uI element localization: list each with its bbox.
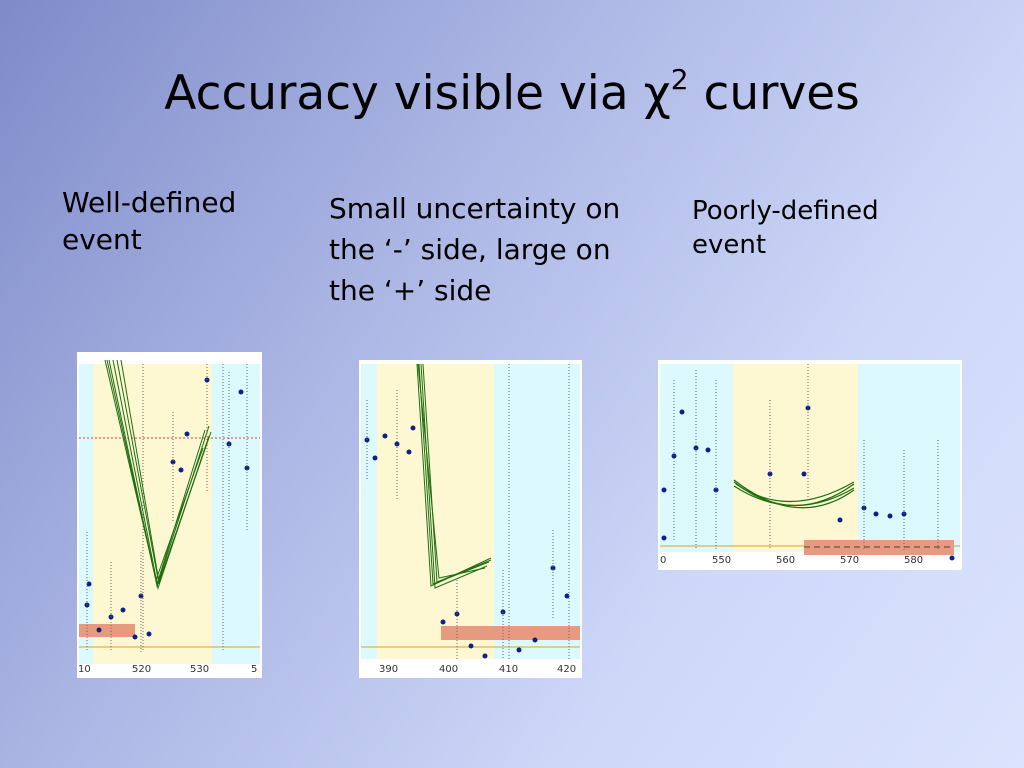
data-points (661, 405, 955, 561)
error-bars (86, 364, 248, 652)
tick-label: 410 (499, 664, 518, 675)
chi2-curves (416, 363, 492, 589)
title-text-after: curves (688, 66, 860, 121)
error-bars (673, 364, 939, 550)
region (377, 364, 494, 659)
error-bars (366, 364, 570, 659)
tick-label: 400 (439, 664, 458, 675)
caption: Well-defined event (62, 186, 237, 256)
region (733, 364, 858, 552)
slide-title: Accuracy visible via χ2 curves (0, 63, 1024, 122)
tick-label: 5 (251, 664, 257, 675)
tick-label: 530 (190, 664, 209, 675)
tick-label: 520 (132, 664, 151, 675)
region (79, 364, 93, 664)
tick-label: 390 (379, 664, 398, 675)
tick-label: 550 (712, 555, 731, 566)
tick-label: 570 (840, 555, 859, 566)
region (212, 364, 260, 664)
region (93, 364, 212, 664)
caption: Poorly-defined event (692, 196, 879, 260)
caption: Small uncertainty on the ‘-’ side, large… (329, 192, 621, 307)
chi2-curves (733, 479, 855, 509)
tick-label: 10 (78, 664, 91, 675)
region (494, 364, 580, 659)
tick-label: 560 (776, 555, 795, 566)
error-band (441, 626, 580, 640)
tick-label: 420 (557, 664, 576, 675)
tick-label: 580 (904, 555, 923, 566)
plot-image: 0 550 560 570 580 (658, 360, 962, 570)
region (858, 364, 960, 552)
chi2-curves (104, 359, 212, 590)
title-superscript: 2 (670, 63, 689, 96)
error-band (79, 624, 135, 637)
title-text: Accuracy visible via χ (164, 66, 671, 121)
data-points (84, 377, 250, 640)
plot-image: 10 520 530 5 (77, 352, 262, 678)
plot-image: 390 400 410 420 (359, 360, 582, 678)
tick-label: 0 (660, 555, 666, 566)
region (361, 364, 377, 659)
